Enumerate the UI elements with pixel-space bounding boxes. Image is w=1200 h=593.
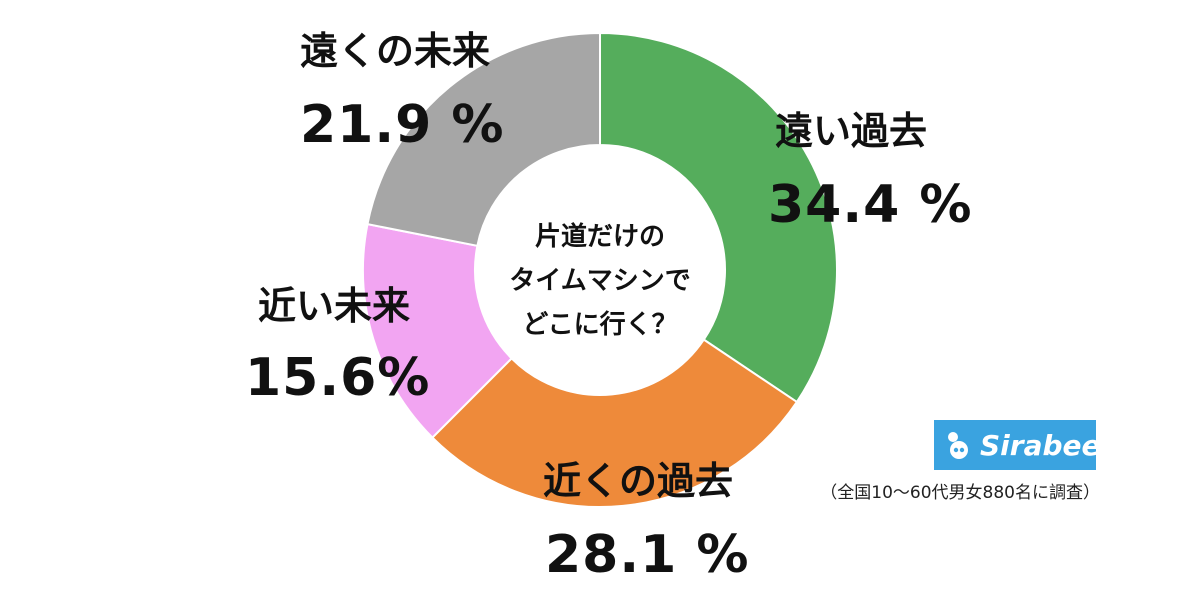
value-label-near-past: 28.1 % xyxy=(545,525,750,585)
survey-note: （全国10〜60代男女880名に調査） xyxy=(820,483,1100,503)
center-line-1: 片道だけの xyxy=(534,222,665,252)
label-group-far-past: 遠い過去 xyxy=(775,100,927,155)
value-group-near-future: 15.6% xyxy=(245,348,430,408)
sirabee-logo: Sirabee xyxy=(934,420,1101,470)
label-group-near-future: 近い未来 xyxy=(258,275,410,330)
label-group-near-past: 近くの過去 xyxy=(543,450,733,505)
value-group-far-past: 34.4 % xyxy=(768,175,973,235)
value-label-far-future: 21.9 % xyxy=(300,95,505,155)
slice-far-past xyxy=(599,31,838,404)
chart-center-title: 片道だけの タイムマシンで どこに行く？ xyxy=(500,215,700,347)
value-group-far-future: 21.9 % xyxy=(300,95,505,155)
label-group-far-future: 遠くの未来 xyxy=(300,20,490,75)
slice-near-future xyxy=(362,222,514,439)
category-label-near-past: 近くの過去 xyxy=(543,459,734,503)
center-line-3: どこに行く？ xyxy=(522,310,678,340)
category-label-near-future: 近い未来 xyxy=(258,284,411,328)
value-label-near-future: 15.6% xyxy=(245,348,431,408)
sirabee-logo-text: Sirabee xyxy=(980,428,1101,462)
sirabee-icon xyxy=(942,428,976,462)
center-line-2: タイムマシンで xyxy=(509,266,691,296)
slice-far-future xyxy=(366,31,601,247)
category-label-far-future: 遠くの未来 xyxy=(300,29,491,73)
category-label-far-past: 遠い過去 xyxy=(775,109,928,153)
value-label-far-past: 34.4 % xyxy=(768,175,973,235)
slice-near-past xyxy=(431,338,799,508)
value-group-near-past: 28.1 % xyxy=(545,525,750,585)
